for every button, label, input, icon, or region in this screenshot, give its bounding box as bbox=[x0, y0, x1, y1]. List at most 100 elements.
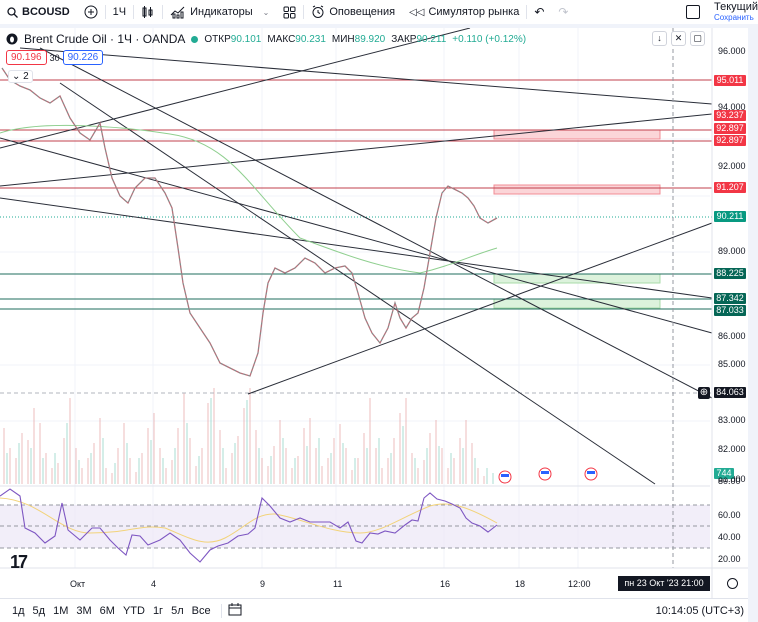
volume-bars bbox=[3, 388, 494, 484]
layout-name[interactable]: Текущий Сохранить bbox=[714, 2, 758, 23]
buy-button[interactable]: 90.226 bbox=[62, 50, 104, 65]
range-6m[interactable]: 6М bbox=[99, 604, 115, 617]
price-tick: 89.000 bbox=[718, 246, 746, 256]
add-alert-button[interactable]: ⊕ bbox=[698, 387, 710, 399]
collapse-pane-button[interactable]: ✕ bbox=[671, 31, 686, 46]
rsi-tick: 20.00 bbox=[718, 554, 741, 564]
undo-button[interactable]: ↶ bbox=[527, 0, 551, 24]
replay-button[interactable]: ◁◁ Симулятор рынка bbox=[402, 0, 526, 24]
symbol-logo-icon bbox=[6, 33, 18, 45]
time-tick: 18 bbox=[515, 579, 526, 589]
calendar-icon bbox=[228, 602, 242, 615]
crosshair-time-label: пн 23 Окт '23 21:00 bbox=[618, 576, 710, 591]
price-tag-resistance: 92.897 bbox=[714, 135, 746, 146]
fullscreen-button[interactable] bbox=[686, 5, 700, 19]
indicators-button[interactable]: Индикаторы ⌄ bbox=[163, 0, 276, 24]
price-tag-support: 88.225 bbox=[714, 268, 746, 279]
candles-icon bbox=[142, 6, 153, 18]
high-label: МАКС bbox=[267, 34, 296, 45]
time-tick: 16 bbox=[440, 579, 451, 589]
interval-button[interactable]: 1Ч bbox=[112, 6, 127, 18]
range-1m[interactable]: 1М bbox=[53, 604, 69, 617]
time-tick: Окт bbox=[70, 579, 86, 589]
open-label: ОТКР bbox=[204, 34, 231, 45]
range-1y[interactable]: 1г bbox=[152, 604, 164, 617]
price-tick: 83.000 bbox=[718, 415, 746, 425]
close-value: 90.211 bbox=[416, 34, 447, 45]
redo-button[interactable]: ↷ bbox=[551, 0, 575, 24]
scroll-down-button[interactable]: ↓ bbox=[652, 31, 667, 46]
time-tick: 9 bbox=[260, 579, 266, 589]
layouts-button[interactable] bbox=[276, 0, 303, 24]
maximize-pane-button[interactable]: ▢ bbox=[690, 31, 705, 46]
time-tick: 12:00 bbox=[568, 579, 591, 589]
indicators-icon bbox=[170, 6, 185, 19]
save-layout-link[interactable]: Сохранить bbox=[714, 13, 754, 22]
alerts-button[interactable]: Оповещения bbox=[304, 0, 402, 24]
search-icon bbox=[7, 6, 18, 18]
spread-value: 30 bbox=[49, 52, 60, 63]
legend-title[interactable]: Brent Crude Oil · 1Ч · OANDA bbox=[24, 32, 186, 46]
price-tick: 94.000 bbox=[718, 102, 746, 112]
symbol-search[interactable]: BCOUSD bbox=[0, 0, 77, 24]
legend-collapse-button[interactable]: ⌄ 2 bbox=[8, 70, 33, 83]
crosshair-price-tag: 84.063 bbox=[714, 387, 746, 398]
alerts-label: Оповещения bbox=[329, 6, 396, 18]
time-tick: 11 bbox=[333, 579, 343, 589]
bottom-toolbar: 1д 5д 1М 3М 6М YTD 1г 5л Все 10:14:05 (U… bbox=[0, 598, 748, 622]
change-value: +0.110 (+0.12%) bbox=[452, 33, 527, 45]
open-value: 90.101 bbox=[230, 34, 262, 45]
sell-button[interactable]: 90.196 bbox=[6, 50, 47, 65]
indicators-label: Индикаторы bbox=[190, 6, 253, 18]
divider bbox=[303, 5, 305, 19]
divider bbox=[133, 5, 135, 19]
plus-circle-icon bbox=[84, 5, 98, 19]
symbol-label: BCOUSD bbox=[22, 6, 70, 18]
collapse-icon: ✕ bbox=[674, 33, 683, 43]
compare-button[interactable] bbox=[77, 0, 105, 24]
price-tag-resistance: 95.011 bbox=[714, 75, 746, 86]
rsi-tick: 80.00 bbox=[718, 476, 741, 486]
price-tick: 92.000 bbox=[718, 161, 746, 171]
range-ytd[interactable]: YTD bbox=[122, 604, 145, 617]
price-tag-support: 87.342 bbox=[714, 293, 746, 304]
price-tag-resistance: 91.207 bbox=[714, 182, 746, 193]
go-to-date-button[interactable] bbox=[228, 602, 242, 619]
chart-canvas[interactable] bbox=[0, 28, 748, 598]
price-series bbox=[1, 67, 498, 377]
chart-settings-button[interactable] bbox=[727, 578, 738, 589]
range-all[interactable]: Все bbox=[191, 604, 211, 617]
undo-icon: ↶ bbox=[534, 5, 545, 19]
top-toolbar: BCOUSD 1Ч Индикаторы ⌄ Оповещения ◁◁ Сим… bbox=[0, 0, 758, 24]
right-sidebar-edge bbox=[748, 24, 758, 622]
rewind-icon: ◁◁ bbox=[409, 6, 425, 18]
tradingview-logo[interactable]: 17 bbox=[10, 552, 28, 572]
clock[interactable]: 10:14:05 (UTC+3) bbox=[655, 604, 744, 617]
range-3m[interactable]: 3М bbox=[76, 604, 92, 617]
range-1d[interactable]: 1д bbox=[12, 604, 25, 617]
chart-legend: Brent Crude Oil · 1Ч · OANDA ОТКР90.101 … bbox=[6, 32, 526, 46]
chart-type-button[interactable] bbox=[134, 0, 162, 24]
buy-sell-panel: 90.196 30 90.226 bbox=[6, 50, 104, 65]
time-tick: 4 bbox=[151, 579, 157, 589]
volume-tag: 744 bbox=[714, 468, 734, 479]
workspace-area: Текущий Сохранить bbox=[686, 0, 758, 24]
chart-pane[interactable]: Brent Crude Oil · 1Ч · OANDA ОТКР90.101 … bbox=[0, 28, 748, 598]
high-value: 90.231 bbox=[295, 34, 326, 45]
pane-controls: ↓ ✕ ▢ bbox=[652, 31, 705, 46]
divider bbox=[526, 5, 528, 19]
collapsed-count: 2 bbox=[23, 71, 29, 82]
economic-event-icons bbox=[498, 467, 598, 484]
range-5d[interactable]: 5д bbox=[32, 604, 46, 617]
price-tick: 86.000 bbox=[718, 331, 746, 341]
rsi-tick: 60.00 bbox=[718, 510, 741, 520]
plus-circle-icon: ⊕ bbox=[699, 387, 709, 398]
grid-icon bbox=[283, 6, 296, 18]
price-tick: 85.000 bbox=[718, 359, 746, 369]
alarm-clock-icon bbox=[312, 5, 324, 18]
divider bbox=[104, 5, 106, 19]
range-5y[interactable]: 5л bbox=[171, 604, 184, 617]
chevron-down-icon: ⌄ bbox=[12, 71, 21, 82]
maximize-icon: ▢ bbox=[693, 33, 702, 43]
divider bbox=[220, 603, 222, 618]
